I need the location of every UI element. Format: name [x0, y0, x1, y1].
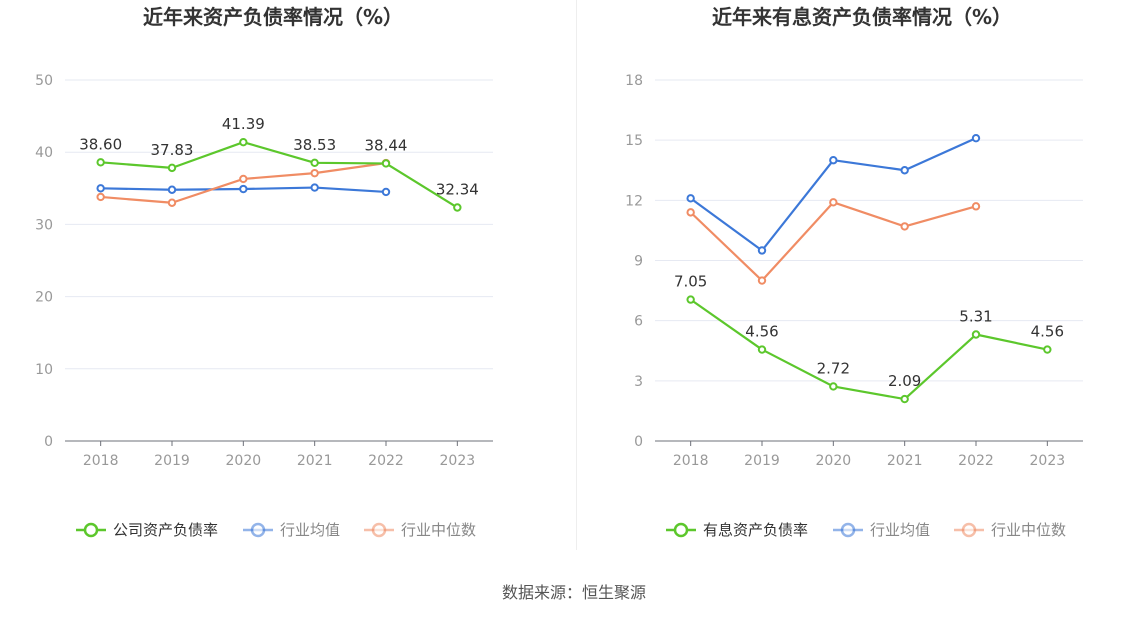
- y-tick-label-0: 10: [35, 362, 53, 378]
- x-tick-label-0: 2020: [226, 453, 262, 469]
- data-point-1-avg: [686, 194, 695, 203]
- data-point-0-company: [96, 158, 105, 167]
- data-label-1-company: 4.56: [745, 323, 778, 341]
- legend-label-1-median: 行业中位数: [991, 521, 1066, 539]
- x-tick-label-1: 2022: [958, 453, 994, 469]
- legend-marker-0-avg: [250, 522, 266, 538]
- legend-marker-0-company: [83, 522, 99, 538]
- data-point-0-median: [167, 198, 177, 207]
- data-label-0-company: 41.39: [222, 115, 265, 133]
- legend-marker-1-company: [673, 522, 689, 538]
- data-point-0-company: [167, 163, 177, 173]
- x-tick-label-1: 2021: [887, 453, 923, 469]
- data-label-0-company: 38.44: [365, 136, 408, 154]
- data-point-0-company: [381, 159, 391, 168]
- series-line-1-company: [690, 298, 1048, 401]
- data-point-1-avg: [757, 246, 767, 255]
- data-label-1-company: 5.31: [959, 308, 992, 326]
- x-tick-label-0: 2022: [368, 453, 404, 469]
- data-point-0-avg: [239, 184, 248, 194]
- data-label-1-company: 2.09: [888, 372, 921, 390]
- data-point-1-avg: [829, 156, 838, 165]
- data-point-1-avg: [900, 166, 909, 175]
- y-tick-label-1: 15: [625, 133, 643, 149]
- chart-title-1: 近年来有息资产负债率情况（%）: [712, 5, 1012, 29]
- data-point-0-median: [96, 192, 105, 202]
- chart-title-0: 近年来资产负债率情况（%）: [143, 5, 403, 29]
- data-point-0-company: [310, 158, 319, 168]
- y-tick-label-1: 18: [625, 73, 643, 89]
- x-tick-label-0: 2023: [440, 453, 476, 469]
- series-line-1-median: [689, 201, 977, 282]
- data-point-1-median: [971, 202, 981, 211]
- x-tick-label-0: 2019: [154, 453, 190, 469]
- legend-marker-1-median: [961, 522, 977, 538]
- data-point-1-median: [829, 198, 838, 207]
- data-point-1-company: [900, 394, 909, 404]
- legend-label-1-company: 有息资产负债率: [703, 521, 808, 539]
- legend-label-0-company: 公司资产负债率: [113, 521, 218, 539]
- data-point-0-median: [239, 174, 248, 184]
- data-point-1-avg: [971, 133, 981, 143]
- data-label-0-company: 37.83: [151, 141, 194, 159]
- x-tick-label-0: 2018: [83, 453, 119, 469]
- data-point-1-company: [829, 382, 838, 391]
- data-point-1-median: [900, 222, 909, 231]
- series-line-0-company: [100, 141, 458, 209]
- data-point-0-avg: [310, 183, 319, 192]
- y-tick-label-0: 20: [35, 290, 53, 306]
- data-label-0-company: 38.60: [79, 135, 122, 153]
- x-tick-label-1: 2020: [816, 453, 852, 469]
- y-tick-label-0: 50: [35, 73, 53, 89]
- y-tick-label-0: 0: [44, 434, 53, 450]
- data-point-0-avg: [381, 187, 391, 197]
- x-tick-label-1: 2018: [673, 453, 709, 469]
- data-point-1-company: [1043, 345, 1052, 354]
- data-point-1-company: [757, 345, 767, 354]
- x-tick-label-1: 2019: [744, 453, 780, 469]
- y-tick-label-1: 3: [634, 374, 643, 390]
- legend-label-1-avg: 行业均值: [870, 521, 930, 539]
- y-tick-label-1: 9: [634, 254, 643, 270]
- data-label-1-company: 7.05: [674, 273, 707, 291]
- data-label-0-company: 38.53: [293, 136, 336, 154]
- data-point-0-company: [453, 203, 462, 212]
- data-point-0-avg: [167, 185, 177, 194]
- y-tick-label-0: 40: [35, 145, 53, 161]
- data-point-1-company: [686, 295, 695, 304]
- data-label-1-company: 2.72: [817, 359, 850, 377]
- x-tick-label-0: 2021: [297, 453, 333, 469]
- legend-label-0-median: 行业中位数: [401, 521, 476, 539]
- data-point-0-avg: [96, 184, 105, 193]
- legend-marker-1-avg: [840, 522, 856, 538]
- series-line-1-avg: [690, 137, 977, 252]
- legend-label-0-avg: 行业均值: [280, 521, 340, 539]
- y-tick-label-1: 12: [625, 193, 643, 209]
- x-tick-label-1: 2023: [1030, 453, 1066, 469]
- data-point-1-median: [686, 208, 695, 217]
- data-source-note: 数据来源：恒生聚源: [501, 583, 646, 602]
- data-label-0-company: 32.34: [436, 181, 479, 199]
- panel-divider: [576, 0, 577, 550]
- y-tick-label-0: 30: [35, 217, 53, 233]
- y-tick-label-1: 0: [634, 434, 643, 450]
- data-point-1-median: [757, 276, 767, 285]
- data-point-1-company: [971, 330, 981, 339]
- data-point-0-company: [239, 137, 248, 147]
- y-tick-label-1: 6: [634, 314, 643, 330]
- data-label-1-company: 4.56: [1031, 323, 1064, 341]
- legend-marker-0-median: [371, 522, 387, 538]
- data-point-0-median: [310, 168, 319, 178]
